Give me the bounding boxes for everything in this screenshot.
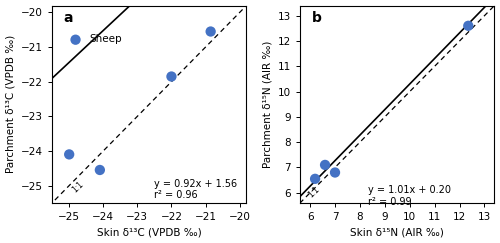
Sheep — [96, 168, 104, 172]
Text: y = 1.01x + 0.20
r² = 0.99: y = 1.01x + 0.20 r² = 0.99 — [368, 185, 451, 207]
Text: a: a — [64, 11, 74, 26]
X-axis label: Skin δ¹⁵N (AIR ‰): Skin δ¹⁵N (AIR ‰) — [350, 227, 444, 237]
Sheep — [464, 24, 472, 28]
Y-axis label: Parchment δ¹³C (VPDB ‰): Parchment δ¹³C (VPDB ‰) — [6, 35, 16, 173]
Text: y = 0.92x + 1.56
r² = 0.96: y = 0.92x + 1.56 r² = 0.96 — [154, 179, 237, 200]
Text: 1:1: 1:1 — [70, 179, 85, 194]
Text: b: b — [312, 11, 322, 26]
Sheep — [206, 30, 214, 34]
Sheep — [321, 163, 329, 167]
Sheep — [168, 75, 175, 78]
Y-axis label: Parchment δ¹⁵N (AIR ‰): Parchment δ¹⁵N (AIR ‰) — [262, 41, 272, 168]
Sheep — [65, 152, 73, 156]
Legend: Sheep: Sheep — [65, 35, 122, 44]
Sheep — [311, 177, 319, 181]
Sheep — [331, 171, 339, 174]
Text: 1:1: 1:1 — [306, 184, 322, 199]
X-axis label: Skin δ¹³C (VPDB ‰): Skin δ¹³C (VPDB ‰) — [97, 227, 202, 237]
